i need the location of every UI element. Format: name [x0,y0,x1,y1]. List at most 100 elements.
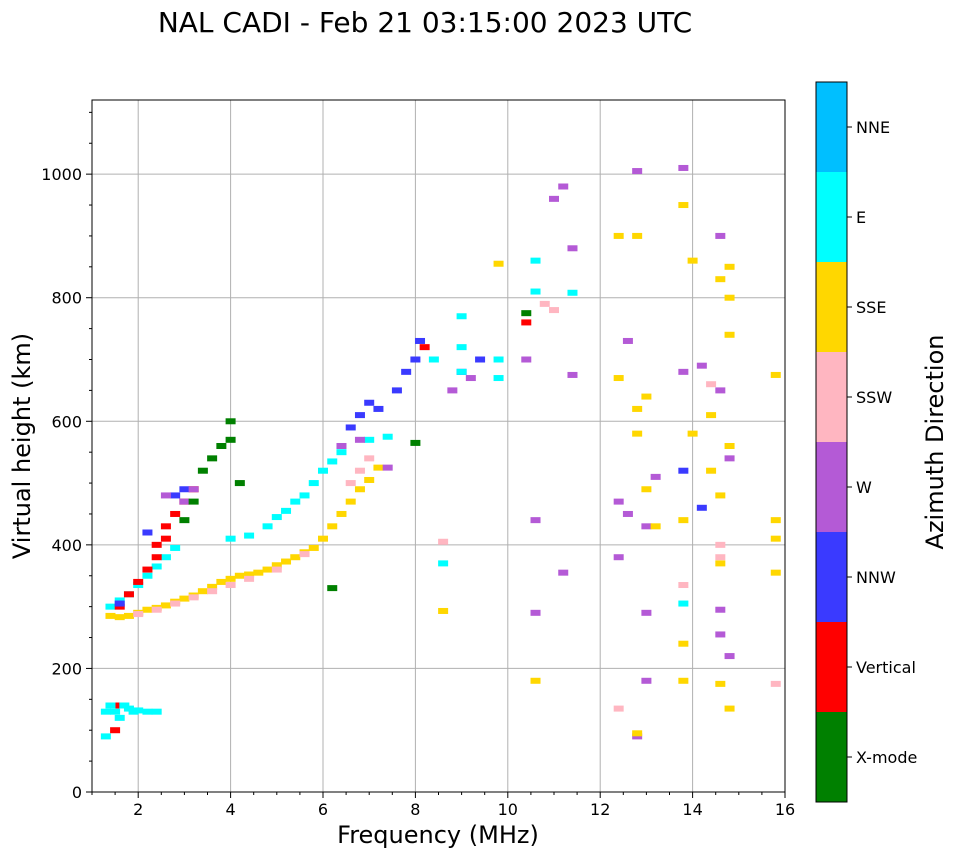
data-point [419,344,430,351]
data-point [151,554,162,561]
x-tick-label: 14 [682,800,702,819]
colorbar-segment-w [816,442,847,532]
colorbar: X-mode Vertical NNW W SSW SSE E NNE [815,81,917,803]
data-point [234,480,245,487]
data-point [253,569,264,576]
data-point [715,631,726,638]
colorbar-label-sse: SSE [856,298,886,317]
data-point [105,603,116,610]
data-point [715,387,726,394]
data-point [179,486,190,493]
colorbar-label-vertical: Vertical [856,658,916,677]
data-point [364,436,375,443]
data-point [438,607,449,614]
data-point [724,443,735,449]
data-point [678,164,689,171]
data-point [373,464,384,471]
data-point [160,535,171,542]
data-point [354,436,365,443]
data-point [715,680,726,687]
data-point [216,578,227,585]
data-point [715,541,726,548]
data-point [188,594,199,601]
data-point [290,498,301,505]
data-point [100,708,111,715]
data-point [151,708,162,715]
data-point [142,572,153,579]
data-point [207,455,218,462]
data-point [632,733,643,740]
data-point [382,433,393,440]
data-point [244,575,255,582]
data-point [354,467,365,474]
data-point [105,612,116,619]
data-point [613,498,624,505]
data-point [225,535,236,542]
data-point [160,602,171,609]
data-point [133,582,144,589]
data-point [678,467,689,474]
data-point [123,705,134,712]
colorbar-label-e: E [856,208,866,227]
data-point [234,572,245,579]
data-point [613,232,624,239]
chart-title: NAL CADI - Feb 21 03:15:00 2023 UTC [158,6,692,39]
data-point [151,541,162,548]
data-point [687,257,698,264]
data-point [354,486,365,493]
data-point [100,733,111,740]
data-point [567,289,578,296]
data-point [715,606,726,613]
data-point [281,507,292,514]
y-tick-label: 600 [51,412,82,431]
y-tick-label: 200 [51,659,82,678]
data-point [216,443,227,449]
data-point [336,443,347,449]
data-point [521,319,532,326]
plot-frame [92,100,785,792]
data-point [160,523,171,530]
data-point [493,356,504,363]
data-point [475,356,486,363]
data-point [170,544,181,551]
data-point [281,558,292,565]
data-point [696,362,707,369]
data-point [770,680,781,687]
data-point [456,313,467,320]
y-tick-label: 1000 [41,165,82,184]
data-point [382,464,393,471]
data-point [160,554,171,561]
colorbar-segment-e [816,172,847,262]
data-point [123,612,134,619]
data-point [724,331,735,338]
data-point [770,517,781,524]
data-point [197,588,208,595]
data-point [262,566,273,573]
y-tick-label: 400 [51,536,82,555]
colorbar-label-x-mode: X-mode [856,748,917,767]
data-point [567,245,578,252]
data-point [613,705,624,712]
x-tick-label: 4 [226,800,236,819]
data-point [170,600,181,607]
colorbar-label-nne: NNE [856,118,890,137]
data-point [650,523,661,530]
data-point [641,677,652,684]
data-point [160,492,171,499]
data-point [299,492,310,499]
data-point [345,498,356,505]
data-point [724,294,735,301]
data-point [724,705,735,712]
data-point [641,486,652,493]
data-point [345,480,356,487]
colorbar-label-nnw: NNW [856,568,896,587]
colorbar-label: Azimuth Direction [921,335,949,550]
colorbar-label-w: W [856,478,872,497]
data-point [151,563,162,570]
data-point [530,609,541,616]
data-point [142,606,153,613]
data-point [327,523,338,530]
data-point [244,532,255,539]
data-point [724,653,735,660]
